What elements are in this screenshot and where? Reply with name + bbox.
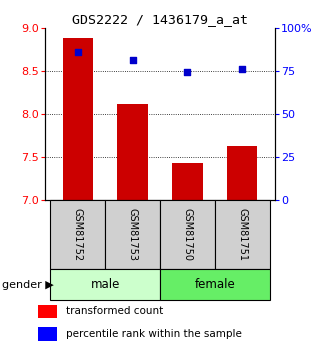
Bar <box>50 269 160 300</box>
Bar <box>172 163 203 200</box>
Text: female: female <box>195 278 235 291</box>
Text: GSM81752: GSM81752 <box>73 208 83 261</box>
Text: GSM81750: GSM81750 <box>182 208 192 261</box>
Point <box>130 58 135 63</box>
Title: GDS2222 / 1436179_a_at: GDS2222 / 1436179_a_at <box>72 13 248 27</box>
Bar <box>38 327 57 341</box>
Bar <box>160 269 270 300</box>
Bar <box>38 305 57 318</box>
Bar <box>215 200 270 269</box>
Text: GSM81753: GSM81753 <box>128 208 138 261</box>
Point <box>240 66 245 72</box>
Text: gender ▶: gender ▶ <box>2 280 53 289</box>
Text: male: male <box>91 278 120 291</box>
Bar <box>50 200 105 269</box>
Text: percentile rank within the sample: percentile rank within the sample <box>66 329 242 339</box>
Bar <box>160 200 215 269</box>
Point <box>185 70 190 75</box>
Bar <box>105 200 160 269</box>
Text: GSM81751: GSM81751 <box>237 208 247 261</box>
Text: transformed count: transformed count <box>66 306 163 316</box>
Bar <box>227 146 257 200</box>
Point <box>75 49 80 55</box>
Bar <box>117 104 148 200</box>
Bar <box>63 38 93 200</box>
